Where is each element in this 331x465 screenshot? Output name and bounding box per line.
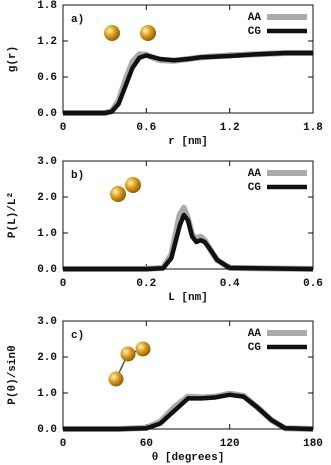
x-tick-label: 180: [303, 438, 323, 450]
y-axis-label: P(L)/L²: [7, 192, 19, 238]
x-tick-label: 0.4: [220, 278, 240, 290]
x-axis-label: L [nm]: [168, 292, 208, 304]
legend-label: CG: [248, 26, 262, 38]
molecule-icon: [110, 177, 141, 202]
data-line: [63, 392, 314, 432]
y-tick-label: 2.0: [37, 352, 57, 364]
x-tick-label: 0: [60, 438, 67, 450]
y-tick-label: 2.0: [37, 192, 57, 204]
y-tick-label: 1.0: [37, 228, 57, 240]
y-tick-label: 3.0: [37, 156, 57, 168]
panel: 0.0 1.0 2.0 3.0 0 60 120 180 c) θ [degrees] P(θ)/s…: [7, 316, 323, 464]
x-tick-label: 1.8: [303, 122, 323, 134]
x-tick-label: 0: [60, 278, 67, 290]
x-tick-label: 1.2: [220, 122, 240, 134]
x-axis-label: θ [degrees]: [152, 452, 225, 464]
x-tick-label: 0.2: [136, 278, 156, 290]
legend-label: CG: [248, 342, 262, 354]
y-tick-label: 1.8: [37, 0, 57, 12]
x-tick-label: 0.6: [303, 278, 323, 290]
y-axis-label: P(θ)/sinθ: [7, 345, 19, 404]
x-tick-label: 0: [60, 122, 67, 134]
data-line: [63, 50, 313, 116]
y-tick-label: 0.0: [37, 424, 57, 436]
x-tick-label: 60: [140, 438, 153, 450]
y-tick-label: 1.0: [37, 388, 57, 400]
plot-frame: [62, 160, 314, 270]
data-line: [63, 50, 313, 116]
panel: 0.0 1.0 2.0 3.0 0 0.2 0.4 0.6 b) L [nm] P(L)/L² AA C…: [7, 156, 323, 304]
panel-label: b): [71, 170, 84, 182]
x-axis-label: r [nm]: [168, 136, 208, 148]
legend-label: AA: [248, 12, 262, 24]
y-tick-label: 1.2: [37, 36, 57, 48]
molecule-icon: [108, 341, 151, 387]
x-tick-label: 120: [220, 438, 240, 450]
legend-label: CG: [248, 182, 262, 194]
data-line: [63, 212, 314, 272]
y-axis-label: g(r): [7, 46, 19, 72]
legend-label: AA: [248, 328, 262, 340]
y-tick-label: 0.0: [37, 108, 57, 120]
y-tick-label: 0.6: [37, 72, 57, 84]
panel: 0.0 0.6 1.2 1.8 0 0.6 1.2 1.8 a) r [nm] g(r) AA CG: [7, 0, 323, 148]
plot-frame: [62, 320, 314, 430]
plot-frame: [62, 4, 314, 114]
legend-label: AA: [248, 168, 262, 180]
y-tick-label: 0.0: [37, 264, 57, 276]
panel-label: a): [71, 14, 84, 26]
panel-label: c): [71, 330, 84, 342]
molecule-icon: [104, 25, 156, 41]
x-tick-label: 0.6: [136, 122, 156, 134]
y-tick-label: 3.0: [37, 316, 57, 328]
